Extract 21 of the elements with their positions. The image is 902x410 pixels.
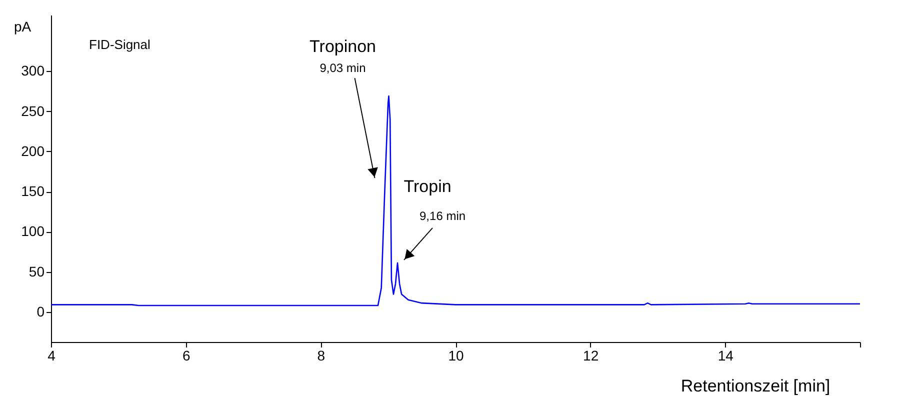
annotation: 9,03 min (320, 61, 366, 76)
annotation: Tropinon (310, 37, 376, 56)
y-tick-label: 200 (21, 142, 45, 159)
annotation: 9,16 min (420, 208, 466, 223)
annotation: FID-Signal (89, 37, 151, 52)
y-tick-label: 0 (36, 303, 45, 320)
x-tick-label: 8 (317, 348, 326, 364)
y-tick-label: 150 (21, 183, 45, 200)
y-tick-label: 50 (28, 263, 45, 280)
annotation: Tropin (404, 176, 452, 196)
x-tick-label: 6 (182, 348, 190, 364)
y-tick-label: 100 (21, 223, 45, 240)
y-tick-label: 250 (21, 102, 45, 119)
x-axis-title: Retentionszeit [min] (680, 376, 830, 396)
y-axis-title: pA (14, 18, 32, 34)
y-tick-label: 300 (21, 62, 45, 79)
line-series (50, 95, 861, 306)
x-tick-label: 14 (718, 348, 734, 364)
x-tick-label: 4 (48, 348, 56, 364)
x-tick-label: 12 (583, 348, 599, 364)
x-tick-label: 10 (448, 348, 464, 364)
